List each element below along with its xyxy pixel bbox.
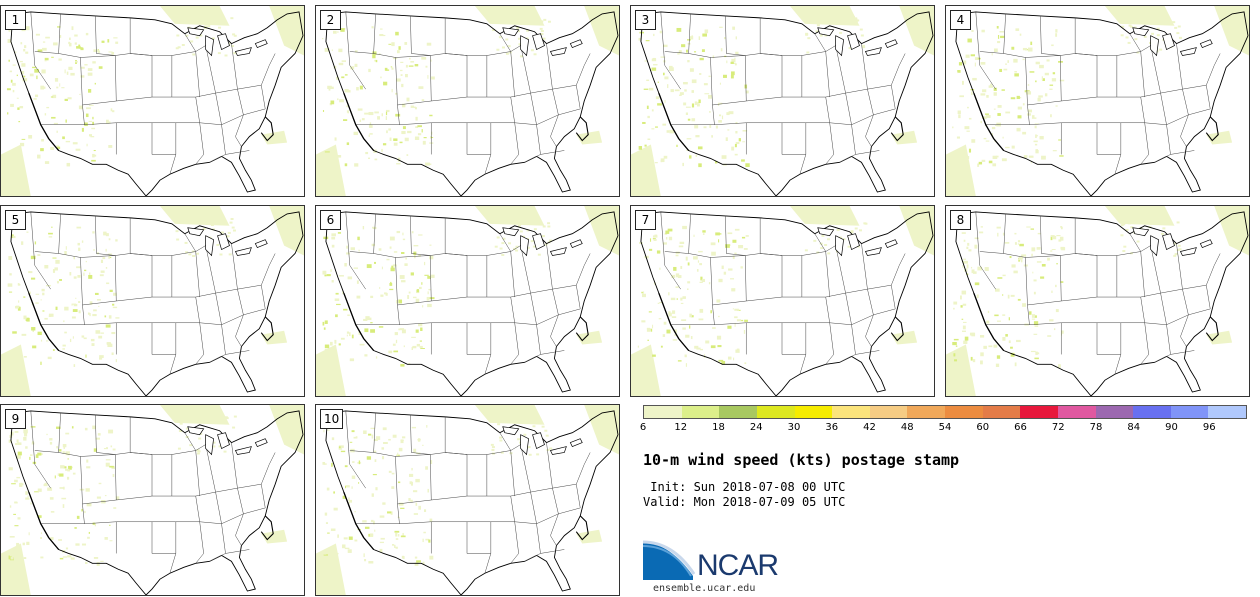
colorbar-tick-label: 60 <box>976 422 990 433</box>
colorbar-ticks: 6 12 18 24 30 36 42 48 54 60 66 72 78 84 90 96 <box>639 422 1247 436</box>
colorbar-swatch <box>794 406 833 418</box>
colorbar-swatch <box>1133 406 1171 418</box>
colorbar-swatch <box>644 406 682 418</box>
colorbar-tick-label: 72 <box>1051 422 1065 433</box>
member-number: 9 <box>5 409 26 429</box>
chart-title: 10-m wind speed (kts) postage stamp <box>643 451 960 469</box>
member-number: 2 <box>320 10 341 30</box>
colorbar-swatch <box>1170 406 1209 418</box>
colorbar-tick-label: 36 <box>825 422 839 433</box>
colorbar-tick-label: 96 <box>1202 422 1216 433</box>
colorbar-swatch <box>982 406 1021 418</box>
stamp-panel-5: 5 <box>0 205 305 397</box>
colorbar-tick-label: 54 <box>938 422 952 433</box>
colorbar-swatch <box>1095 406 1134 418</box>
stamp-panel-1: 1 <box>0 5 305 197</box>
valid-time: Valid: Mon 2018-07-09 05 UTC <box>643 495 846 509</box>
colorbar-tick-label: 42 <box>863 422 876 433</box>
us-map <box>631 6 934 196</box>
colorbar-swatch <box>1208 406 1246 418</box>
us-map <box>1 206 304 396</box>
site-url: ensemble.ucar.edu <box>653 583 756 594</box>
member-number: 4 <box>950 10 971 30</box>
colorbar-swatch <box>681 406 720 418</box>
stamp-panel-7: 7 <box>630 205 935 397</box>
us-map <box>1 405 304 595</box>
colorbar-tick-label: 18 <box>712 422 725 433</box>
colorbar-swatch <box>832 406 870 418</box>
stamp-panel-4: 4 <box>945 5 1250 197</box>
us-map <box>631 206 934 396</box>
stamp-panel-3: 3 <box>630 5 935 197</box>
colorbar-tick-label: 78 <box>1089 422 1103 433</box>
us-map <box>316 206 619 396</box>
colorbar-swatch <box>756 406 795 418</box>
member-number: 8 <box>950 210 971 230</box>
us-map <box>316 405 619 595</box>
member-number: 10 <box>320 409 344 429</box>
us-map <box>316 6 619 196</box>
colorbar-tick-label: 84 <box>1127 422 1141 433</box>
init-time: Init: Sun 2018-07-08 00 UTC <box>643 480 846 494</box>
stamp-panel-2: 2 <box>315 5 620 197</box>
stamp-panel-6: 6 <box>315 205 620 397</box>
ncar-logo: NCAR <box>643 540 793 582</box>
time-info: Init: Sun 2018-07-08 00 UTC Valid: Mon 2… <box>643 480 845 510</box>
colorbar-tick-label: 30 <box>787 422 801 433</box>
colorbar-tick-label: 24 <box>749 422 763 433</box>
colorbar-swatch <box>907 406 945 418</box>
colorbar-tick-label: 90 <box>1165 422 1178 433</box>
stamp-panel-10: 10 <box>315 404 620 596</box>
stamp-panel-9: 9 <box>0 404 305 596</box>
colorbar <box>643 405 1247 419</box>
colorbar-tick-label: 6 <box>639 422 647 433</box>
member-number: 6 <box>320 210 341 230</box>
member-number: 3 <box>635 10 656 30</box>
member-number: 7 <box>635 210 656 230</box>
colorbar-tick-label: 12 <box>674 422 688 433</box>
colorbar-swatch <box>869 406 908 418</box>
us-map <box>946 6 1249 196</box>
member-number: 1 <box>5 10 26 30</box>
colorbar-tick-label: 48 <box>900 422 914 433</box>
colorbar-swatch <box>1057 406 1096 418</box>
stamp-panel-8: 8 <box>945 205 1250 397</box>
colorbar-tick-label: 66 <box>1014 422 1027 433</box>
ncar-logo-text: NCAR <box>697 549 779 582</box>
ncar-swoosh-icon <box>643 540 695 580</box>
member-number: 5 <box>5 210 26 230</box>
us-map <box>1 6 304 196</box>
us-map <box>946 206 1249 396</box>
colorbar-swatch <box>719 406 757 418</box>
colorbar-swatch <box>1020 406 1058 418</box>
colorbar-swatch <box>945 406 983 418</box>
